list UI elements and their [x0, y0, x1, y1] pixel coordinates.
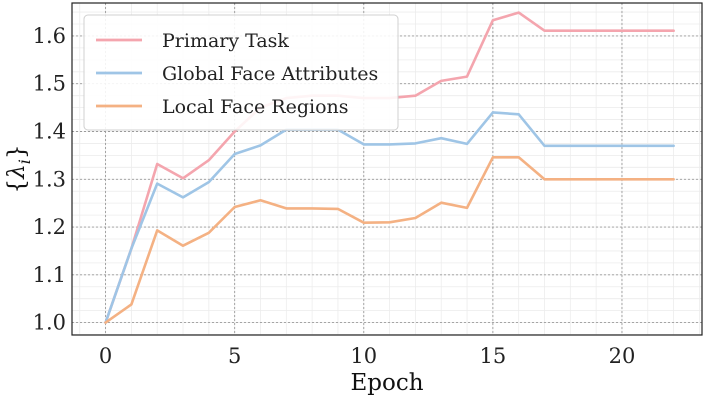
y-tick-label: 1.2	[33, 215, 66, 239]
legend-label: Global Face Attributes	[162, 63, 378, 85]
series-line-local-face-regions	[104, 156, 675, 324]
legend: Primary Task Global Face Attributes Local …	[83, 14, 399, 131]
legend-box	[83, 14, 399, 131]
x-tick-label: 0	[99, 344, 112, 368]
x-tick-label: 15	[479, 344, 506, 368]
x-tick-label: 20	[609, 344, 636, 368]
x-tick-label: 10	[350, 344, 377, 368]
y-tick-labels: 1.0 1.1 1.2 1.3 1.4 1.5 1.6	[33, 24, 66, 335]
legend-label: Local Face Regions	[162, 96, 349, 118]
x-tick-label: 5	[228, 344, 241, 368]
y-tick-label: 1.0	[33, 311, 66, 335]
y-tick-label: 1.5	[33, 72, 66, 96]
series-line-global-face-attributes	[104, 111, 675, 324]
y-tick-label: 1.3	[33, 167, 66, 191]
x-axis-label: Epoch	[350, 370, 423, 396]
legend-items: Primary Task Global Face Attributes Local …	[96, 30, 378, 118]
x-tick-labels: 0 5 10 15 20	[99, 344, 635, 368]
legend-label: Primary Task	[162, 30, 289, 52]
y-tick-label: 1.1	[33, 263, 66, 287]
y-axis-label: {λi}	[4, 145, 34, 194]
y-tick-label: 1.6	[33, 24, 66, 48]
plot-frame	[71, 2, 703, 336]
y-tick-label: 1.4	[33, 120, 66, 144]
